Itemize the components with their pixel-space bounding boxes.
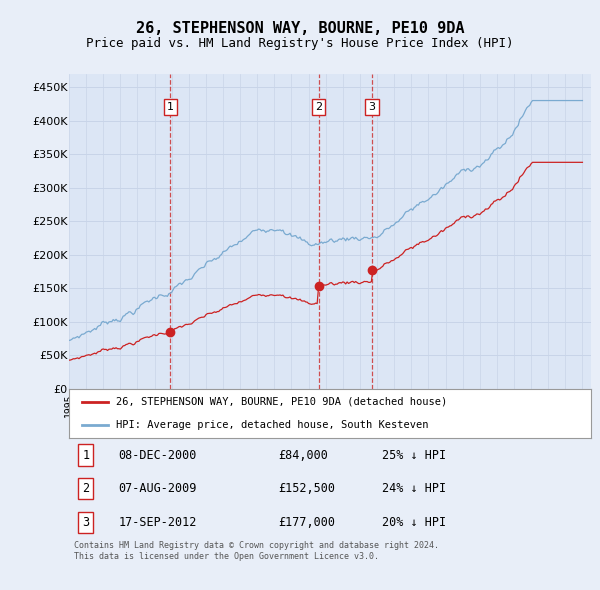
Text: 3: 3	[368, 102, 376, 112]
Text: 17-SEP-2012: 17-SEP-2012	[119, 516, 197, 529]
Text: 08-DEC-2000: 08-DEC-2000	[119, 448, 197, 461]
Text: £152,500: £152,500	[278, 482, 335, 495]
Text: 26, STEPHENSON WAY, BOURNE, PE10 9DA (detached house): 26, STEPHENSON WAY, BOURNE, PE10 9DA (de…	[116, 397, 447, 407]
Text: 1: 1	[167, 102, 174, 112]
Text: £84,000: £84,000	[278, 448, 328, 461]
Text: 07-AUG-2009: 07-AUG-2009	[119, 482, 197, 495]
Text: 1: 1	[82, 448, 89, 461]
Text: 24% ↓ HPI: 24% ↓ HPI	[382, 482, 446, 495]
Text: £177,000: £177,000	[278, 516, 335, 529]
Text: 20% ↓ HPI: 20% ↓ HPI	[382, 516, 446, 529]
Text: 2: 2	[82, 482, 89, 495]
Text: HPI: Average price, detached house, South Kesteven: HPI: Average price, detached house, Sout…	[116, 419, 428, 430]
Text: Price paid vs. HM Land Registry's House Price Index (HPI): Price paid vs. HM Land Registry's House …	[86, 37, 514, 50]
Text: 2: 2	[315, 102, 322, 112]
Text: 3: 3	[82, 516, 89, 529]
Text: 25% ↓ HPI: 25% ↓ HPI	[382, 448, 446, 461]
Text: Contains HM Land Registry data © Crown copyright and database right 2024.
This d: Contains HM Land Registry data © Crown c…	[74, 541, 439, 560]
Text: 26, STEPHENSON WAY, BOURNE, PE10 9DA: 26, STEPHENSON WAY, BOURNE, PE10 9DA	[136, 21, 464, 35]
